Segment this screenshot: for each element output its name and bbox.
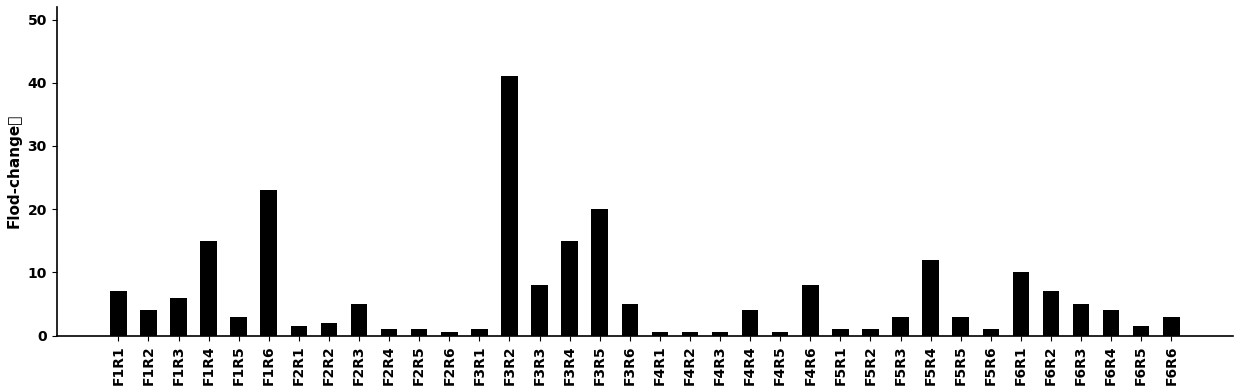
Bar: [862, 329, 879, 336]
Bar: [471, 329, 487, 336]
Bar: [982, 329, 999, 336]
Bar: [562, 241, 578, 336]
Bar: [651, 332, 668, 336]
Bar: [742, 310, 759, 336]
Bar: [260, 190, 277, 336]
Bar: [952, 317, 968, 336]
Bar: [321, 323, 337, 336]
Bar: [802, 285, 818, 336]
Bar: [923, 260, 939, 336]
Bar: [201, 241, 217, 336]
Bar: [110, 291, 126, 336]
Bar: [1073, 304, 1089, 336]
Bar: [893, 317, 909, 336]
Bar: [682, 332, 698, 336]
Y-axis label: Flod-change值: Flod-change值: [7, 114, 22, 229]
Bar: [441, 332, 458, 336]
Bar: [231, 317, 247, 336]
Bar: [1102, 310, 1120, 336]
Bar: [381, 329, 397, 336]
Bar: [712, 332, 728, 336]
Bar: [410, 329, 428, 336]
Bar: [773, 332, 789, 336]
Bar: [351, 304, 367, 336]
Bar: [832, 329, 848, 336]
Bar: [1013, 272, 1029, 336]
Bar: [1133, 326, 1149, 336]
Bar: [1043, 291, 1059, 336]
Bar: [501, 76, 518, 336]
Bar: [170, 298, 187, 336]
Bar: [1163, 317, 1179, 336]
Bar: [290, 326, 308, 336]
Bar: [140, 310, 156, 336]
Bar: [531, 285, 548, 336]
Bar: [621, 304, 639, 336]
Bar: [591, 209, 608, 336]
